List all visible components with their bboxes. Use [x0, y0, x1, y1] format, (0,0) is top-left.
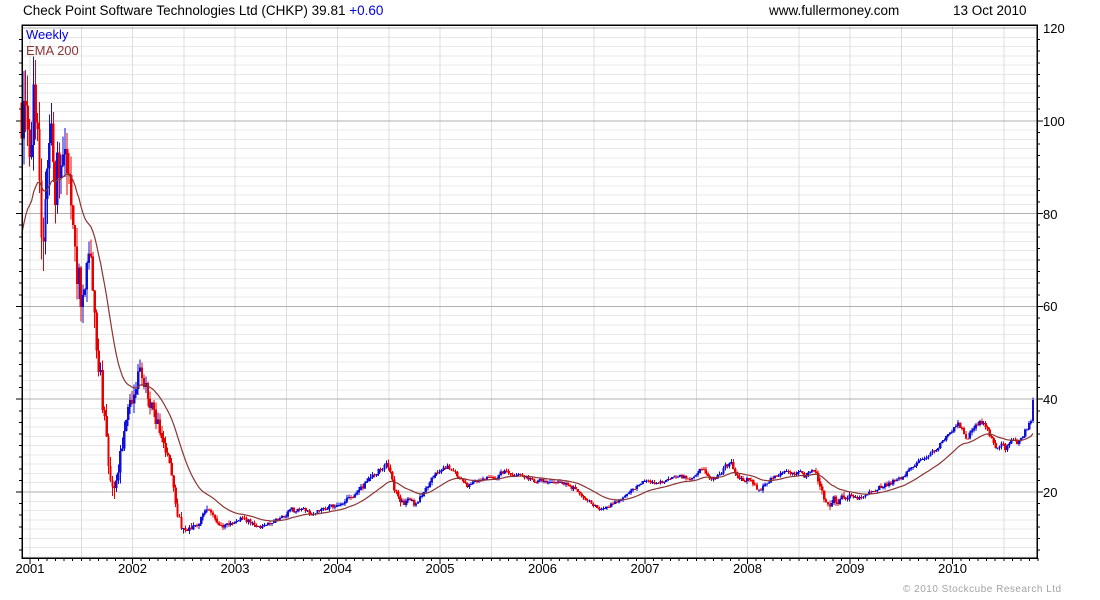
chart-legend: Weekly EMA 200 [26, 27, 79, 59]
x-tick-label: 2001 [15, 561, 45, 576]
y-tick-label: 120 [1043, 21, 1065, 37]
title-bar: Check Point Software Technologies Ltd (C… [0, 0, 1100, 24]
x-tick-label: 2002 [118, 561, 147, 576]
legend-ema-label: EMA 200 [26, 43, 79, 58]
instrument-name: Check Point Software Technologies Ltd (C… [23, 3, 308, 18]
x-tick-label: 2008 [733, 561, 762, 576]
y-tick-label: 80 [1043, 206, 1058, 222]
y-tick-label: 60 [1043, 299, 1058, 315]
y-tick-label: 100 [1043, 113, 1065, 129]
chart-title: Check Point Software Technologies Ltd (C… [23, 3, 383, 18]
x-tick-label: 2004 [323, 561, 352, 576]
x-tick-label: 2005 [425, 561, 455, 576]
y-tick-label: 20 [1043, 485, 1058, 501]
site-link[interactable]: www.fullermoney.com [769, 3, 900, 18]
x-tick-label: 2007 [630, 561, 660, 576]
x-tick-label: 2006 [528, 561, 557, 576]
x-tick-label: 2009 [835, 561, 865, 576]
x-tick-label: 2010 [938, 561, 967, 576]
copyright-label: © 2010 Stockcube Research Ltd [903, 584, 1062, 595]
price-change: +0.60 [349, 3, 384, 18]
legend-weekly-label: Weekly [26, 27, 69, 42]
y-tick-label: 40 [1043, 392, 1058, 408]
last-price: 39.81 [311, 3, 346, 18]
date-label: 13 Oct 2010 [953, 3, 1027, 18]
x-tick-label: 2003 [220, 561, 250, 576]
